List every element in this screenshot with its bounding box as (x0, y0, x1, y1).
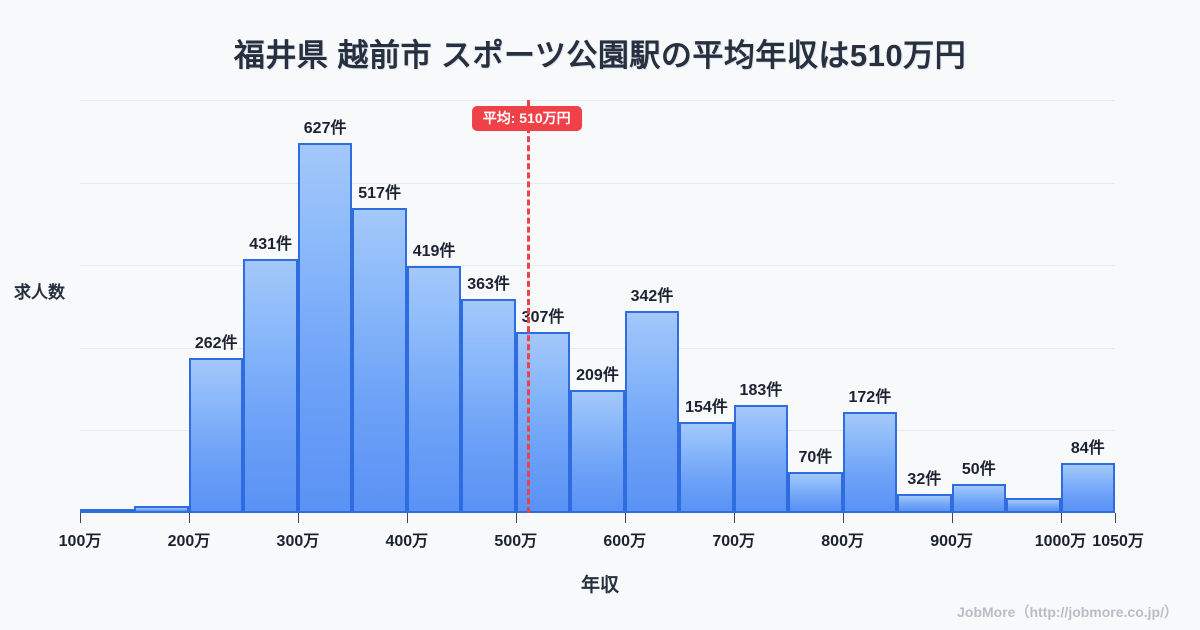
bar-value-label: 419件 (412, 242, 456, 260)
gridline (80, 182, 1115, 184)
histogram-bar[interactable]: 172件 (842, 100, 898, 513)
tick-mark (951, 513, 953, 523)
x-axis-tick-label: 500万 (494, 533, 538, 550)
bar-rect (842, 411, 898, 513)
bar-value-label: 154件 (685, 399, 728, 417)
x-axis-tick-label: 200万 (167, 533, 211, 550)
gridline (80, 347, 1115, 349)
histogram-bar[interactable]: 431件 (243, 100, 298, 513)
bar-rect (243, 258, 298, 513)
bar-rect (461, 298, 516, 513)
x-axis-tick-label: 300万 (276, 533, 320, 550)
bar-series: 262件 431件 627件 517件 419件 363件 307件 209件 342件 154件… (80, 100, 1115, 513)
bar-value-label: 84件 (1070, 440, 1105, 458)
gridline (80, 100, 1115, 101)
bar-value-label: 431件 (249, 235, 292, 253)
credit-watermark: JobMore（http://jobmore.co.jp/） (957, 604, 1178, 620)
bar-rect (352, 207, 407, 513)
tick-mark (624, 513, 626, 523)
histogram-bar[interactable]: 50件 (951, 100, 1007, 513)
x-axis-tick-label: 800万 (821, 533, 864, 550)
bar-rect (80, 509, 135, 513)
x-axis-title: 年収 (580, 575, 619, 596)
histogram-bar[interactable]: 342件 (624, 100, 680, 513)
bar-rect (134, 505, 189, 513)
bar-value-label: 209件 (576, 366, 619, 384)
bar-rect (733, 405, 789, 513)
x-axis-tick-label: 900万 (930, 533, 973, 550)
bar-value-label: 32件 (907, 471, 942, 489)
average-line (526, 100, 530, 513)
x-axis-tick-label: 1050万 (1092, 533, 1144, 550)
tick-mark (515, 513, 517, 523)
bar-value-label: 262件 (194, 335, 238, 353)
histogram-bar[interactable]: 154件 (679, 100, 734, 513)
bar-rect (951, 483, 1007, 513)
tick-mark (1115, 513, 1116, 523)
x-axis-tick-label: 100万 (58, 533, 102, 550)
histogram-bar[interactable]: 307件 (515, 100, 571, 513)
x-axis-tick-label: 1000万 (1034, 533, 1087, 550)
histogram-bar[interactable]: 363件 (461, 100, 516, 513)
bar-value-label: 50件 (961, 460, 996, 478)
average-badge: 平均: 510万円 (471, 106, 582, 132)
bar-value-label: 627件 (303, 120, 347, 138)
histogram-bar[interactable]: 32件 (897, 100, 952, 513)
bar-value-label: 363件 (467, 275, 510, 293)
bar-rect (406, 265, 462, 513)
bar-rect (570, 389, 625, 513)
bar-rect (679, 422, 734, 513)
bar-value-label: 342件 (630, 288, 674, 306)
histogram-bar[interactable]: 262件 (188, 100, 244, 513)
histogram-bar[interactable] (80, 100, 135, 513)
bar-rect (624, 311, 680, 513)
histogram-bar[interactable] (134, 100, 189, 513)
histogram-bar[interactable] (1006, 100, 1061, 513)
bar-value-label: 172件 (848, 388, 892, 406)
histogram-bar[interactable]: 70件 (788, 100, 843, 513)
x-axis-tick-label: 700万 (712, 533, 756, 550)
tick-mark (188, 513, 190, 523)
tick-mark (842, 513, 844, 523)
gridline (80, 265, 1115, 267)
histogram-bar[interactable]: 419件 (406, 100, 462, 513)
plot-area: 262件 431件 627件 517件 419件 363件 307件 209件 342件 154件… (80, 100, 1115, 513)
bar-rect (515, 331, 571, 513)
x-axis-tick-label: 400万 (385, 533, 429, 550)
bar-rect (297, 143, 353, 513)
x-axis-tick-label: 600万 (603, 533, 647, 550)
histogram-bar[interactable]: 627件 (297, 100, 353, 513)
tick-mark (80, 513, 81, 523)
histogram-bar[interactable]: 517件 (352, 100, 407, 513)
bar-rect (897, 494, 952, 513)
bar-rect (1006, 498, 1061, 513)
tick-mark (1060, 513, 1062, 523)
histogram-bar[interactable]: 84件 (1060, 100, 1115, 513)
page-title: 福井県 越前市 スポーツ公園駅の平均年収は510万円 (233, 38, 967, 73)
histogram-bar[interactable]: 209件 (570, 100, 625, 513)
bar-value-label: 183件 (739, 382, 783, 400)
tick-mark (406, 513, 408, 523)
bar-rect (788, 471, 843, 513)
histogram-bar[interactable]: 183件 (733, 100, 789, 513)
bar-value-label: 70件 (798, 448, 833, 466)
tick-mark (297, 513, 299, 523)
tick-mark (733, 513, 735, 523)
bar-rect (188, 358, 244, 513)
bar-value-label: 307件 (521, 308, 565, 326)
y-axis-title: 求人数 (14, 283, 65, 302)
bar-rect (1060, 463, 1115, 513)
bar-value-label: 517件 (358, 184, 401, 202)
